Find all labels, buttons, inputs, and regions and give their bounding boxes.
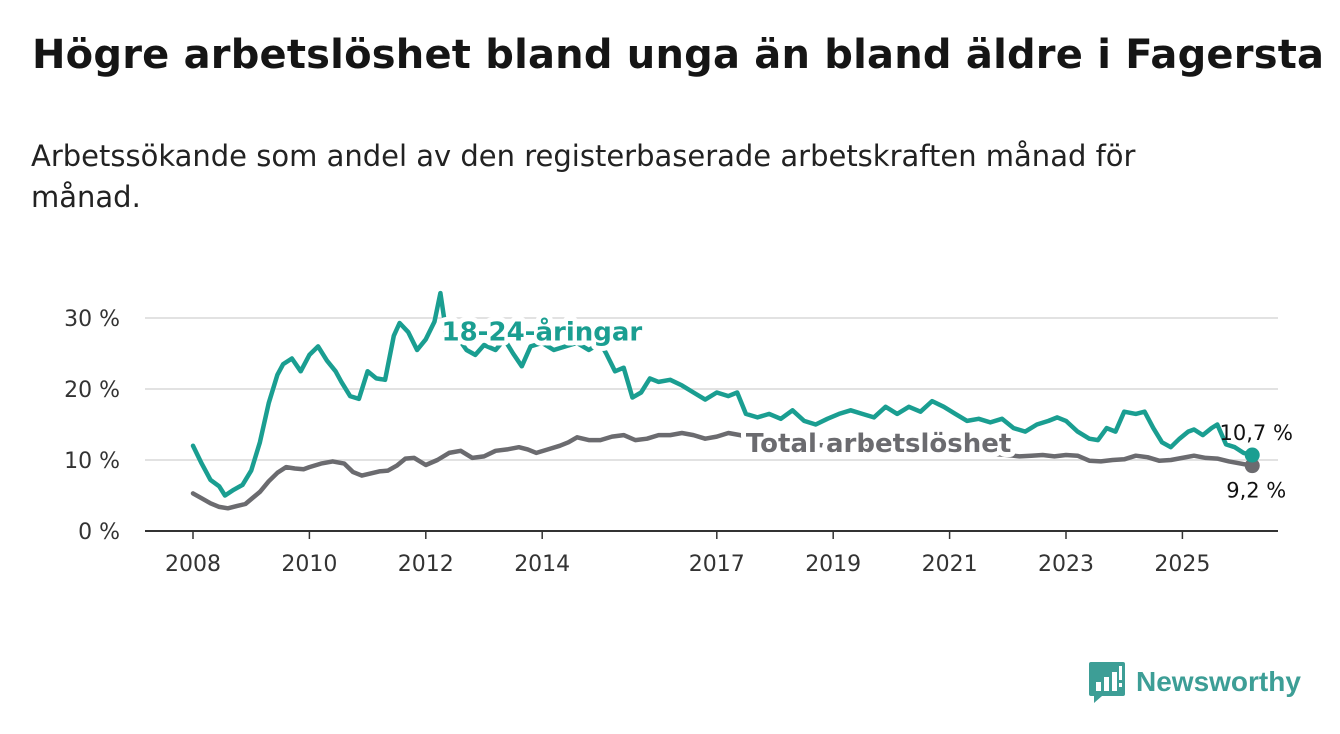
x-tick-label: 2010 [281,552,337,577]
brand-name: Newsworthy [1136,666,1301,697]
x-tick-label: 2017 [689,552,745,577]
chart-title: Högre arbetslöshet bland unga än bland ä… [32,32,1325,78]
series-end-point-youth [1244,447,1260,463]
x-tick-label: 2025 [1154,552,1210,577]
series-line-total [190,430,1255,511]
end-value-label-youth: 10,7 % [1220,421,1293,445]
x-tick-label: 2008 [165,552,221,577]
chart-subtitle: Arbetssökande som andel av den registerb… [31,139,1136,214]
end-value-label-total: 9,2 % [1226,479,1286,503]
series-end-point-total [1244,458,1260,474]
series-label-youth-halo: 18-24-åringar [442,316,643,348]
y-tick-label: 10 % [64,449,120,474]
bar-chart-logo-icon [1089,662,1125,703]
x-tick-label: 2021 [922,552,978,577]
y-tick-label: 30 % [64,307,120,332]
series-label-total: Total arbetslöshet [746,429,1011,459]
y-tick-label: 20 % [64,378,120,403]
x-tick-label: 2014 [514,552,570,577]
y-tick-label: 0 % [78,520,120,545]
x-tick-label: 2023 [1038,552,1094,577]
series-label-youth: 18-24-åringar [442,316,643,348]
series-label-total-halo: Total arbetslöshet [746,429,1011,459]
axes: 0 % 10 % 20 % 30 % 2008 2010 2012 2014 2017 2019 2… [64,307,1278,577]
x-tick-label: 2019 [805,552,861,577]
series-line-youth [190,290,1255,498]
series-lines [190,290,1260,511]
x-tick-label: 2012 [398,552,454,577]
newsworthy-logo[interactable]: Newsworthy [1088,660,1301,704]
